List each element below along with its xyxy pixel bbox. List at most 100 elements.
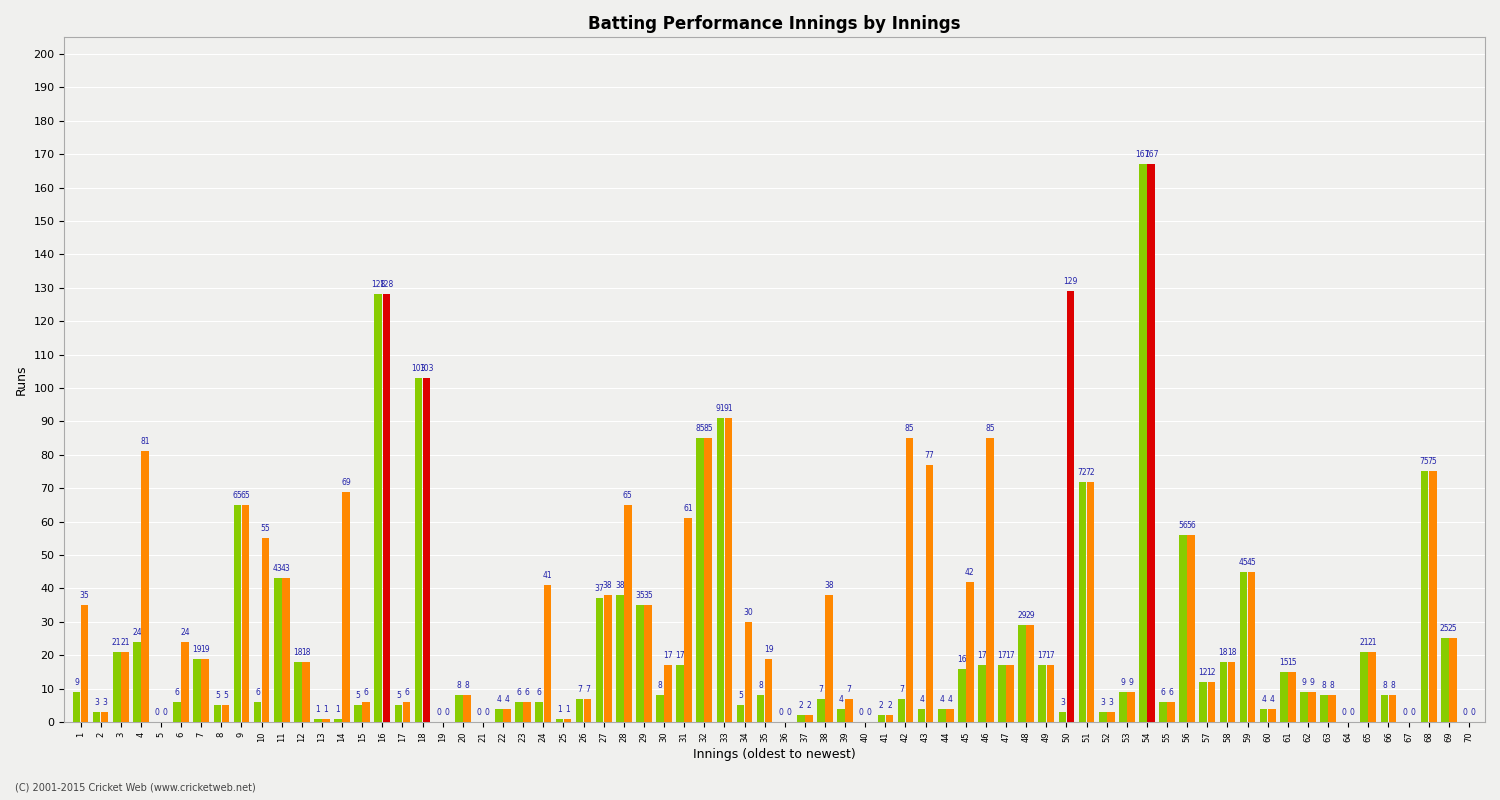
Text: 4: 4 [920,694,924,704]
Bar [141,451,148,722]
Bar [302,662,309,722]
Bar [1300,692,1308,722]
Text: 77: 77 [926,451,934,460]
Bar [946,709,954,722]
Bar [81,605,88,722]
Bar [818,698,825,722]
Text: 21: 21 [120,638,129,647]
Bar [1380,695,1388,722]
Bar [1248,572,1256,722]
Text: 0: 0 [786,708,790,717]
Text: 69: 69 [340,478,351,486]
Text: 45: 45 [1239,558,1248,566]
Text: 16: 16 [957,654,966,663]
Text: 0: 0 [436,708,441,717]
Text: 9: 9 [1310,678,1314,687]
Bar [676,665,684,722]
Bar [1088,482,1095,722]
Text: 1: 1 [324,705,328,714]
Text: 9: 9 [74,678,80,687]
Text: 8: 8 [758,682,764,690]
Text: 0: 0 [484,708,489,717]
Text: 4: 4 [1269,694,1274,704]
Bar [596,598,603,722]
Text: 21: 21 [1368,638,1377,647]
Text: 4: 4 [504,694,510,704]
Bar [1007,665,1014,722]
Bar [958,669,966,722]
Text: (C) 2001-2015 Cricket Web (www.cricketweb.net): (C) 2001-2015 Cricket Web (www.cricketwe… [15,782,255,792]
Text: 2: 2 [886,702,892,710]
Text: 103: 103 [411,364,426,373]
Text: 8: 8 [1382,682,1388,690]
Text: 72: 72 [1078,467,1088,477]
Bar [1148,164,1155,722]
Text: 5: 5 [738,691,742,700]
Text: 29: 29 [1026,611,1035,620]
Text: 65: 65 [622,491,633,500]
Bar [1442,638,1449,722]
Bar [1026,625,1033,722]
Bar [744,622,753,722]
Text: 6: 6 [174,688,180,697]
Bar [885,715,892,722]
Bar [1059,712,1066,722]
Bar [201,658,208,722]
Text: 41: 41 [543,571,552,580]
Text: 75: 75 [1420,458,1430,466]
Text: 0: 0 [778,708,783,717]
Bar [1066,291,1074,722]
X-axis label: Innings (oldest to newest): Innings (oldest to newest) [693,748,856,761]
Text: 4: 4 [1262,694,1266,704]
Bar [724,418,732,722]
Text: 21: 21 [112,638,122,647]
Text: 2: 2 [879,702,884,710]
Bar [213,706,220,722]
Text: 9: 9 [1128,678,1134,687]
Bar [262,538,270,722]
Text: 37: 37 [596,584,604,594]
Bar [758,695,765,722]
Text: 4: 4 [839,694,843,704]
Text: 6: 6 [255,688,260,697]
Bar [1220,662,1227,722]
Text: 0: 0 [1470,708,1476,717]
Text: 8: 8 [456,682,460,690]
Text: 3: 3 [94,698,99,707]
Text: 8: 8 [657,682,663,690]
Bar [1430,471,1437,722]
Text: 65: 65 [232,491,243,500]
Bar [122,652,129,722]
Bar [684,518,692,722]
Text: 128: 128 [380,281,393,290]
Text: 43: 43 [273,564,282,574]
Bar [846,698,853,722]
Text: 7: 7 [578,685,582,694]
Bar [1167,702,1174,722]
Text: 103: 103 [420,364,434,373]
Bar [636,605,644,722]
Bar [1107,712,1114,722]
Text: 6: 6 [516,688,522,697]
Text: 35: 35 [634,591,645,600]
Bar [1100,712,1107,722]
Text: 1: 1 [556,705,562,714]
Text: 65: 65 [240,491,250,500]
Bar [705,438,712,722]
Text: 1: 1 [315,705,321,714]
Bar [837,709,844,722]
Bar [93,712,100,722]
Text: 15: 15 [1287,658,1296,667]
Bar [234,505,242,722]
Text: 24: 24 [132,628,141,637]
Text: 4: 4 [496,694,501,704]
Text: 3: 3 [1100,698,1106,707]
Bar [1227,662,1236,722]
Bar [402,702,411,722]
Text: 0: 0 [859,708,864,717]
Bar [414,378,423,722]
Bar [536,702,543,722]
Bar [516,702,524,722]
Text: 9: 9 [1302,678,1306,687]
Text: 5: 5 [396,691,400,700]
